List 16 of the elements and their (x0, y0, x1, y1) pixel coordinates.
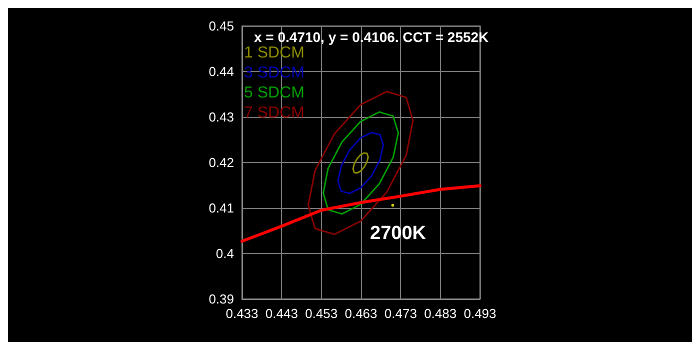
x-tick-label: 0.443 (265, 306, 298, 321)
y-tick-label: 0.41 (208, 200, 234, 216)
y-tick-label: 0.44 (208, 64, 234, 79)
y-tick-label: 0.42 (208, 155, 234, 170)
x-tick-label: 0.453 (305, 306, 338, 321)
x-tick-label: 0.493 (464, 306, 496, 321)
x-tick-label: 0.463 (344, 306, 378, 321)
y-tick-label: 0.45 (208, 18, 234, 34)
y-tick-label: 0.39 (208, 292, 234, 306)
y-tick-label: 0.43 (208, 110, 234, 124)
x-tick-label: 0.473 (384, 306, 417, 321)
x-tick-label: 0.483 (424, 306, 457, 321)
x-tick-label: 0.433 (226, 306, 258, 321)
annotation: x = 0.4710, y = 0.4106. CCT = 2552K (254, 29, 489, 45)
annotation: 2700K (370, 223, 426, 244)
y-tick-label: 0.4 (216, 246, 234, 261)
